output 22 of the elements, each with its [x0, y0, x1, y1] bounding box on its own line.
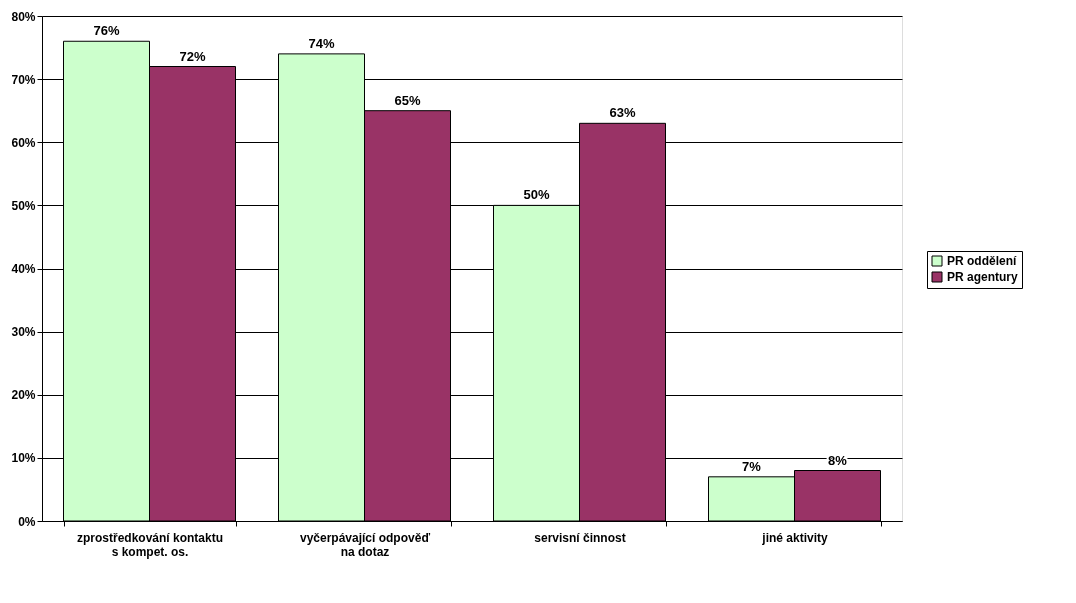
- x-tick-label: zprostředkování kontaktu s kompet. os.: [76, 530, 224, 559]
- data-label: 50%: [523, 187, 550, 203]
- x-tick-label: jiné aktivity: [761, 530, 828, 545]
- data-label: 7%: [742, 458, 762, 474]
- data-label: 63%: [609, 105, 636, 121]
- x-tick-label: servisní činnost: [534, 530, 626, 545]
- y-tick-label: 60%: [11, 135, 36, 150]
- data-label: 72%: [179, 48, 206, 64]
- y-tick-label: 40%: [11, 262, 36, 276]
- y-tick-label: 10%: [11, 451, 36, 466]
- data-label: 65%: [394, 92, 421, 108]
- data-label: 76%: [93, 23, 120, 39]
- data-label: 74%: [308, 35, 335, 51]
- y-tick-label: 30%: [11, 325, 36, 340]
- legend-label: PR oddělení: [947, 254, 1018, 268]
- y-tick-label: 70%: [11, 72, 36, 87]
- y-tick-label: 80%: [11, 9, 36, 24]
- x-tick-label: vyčerpávající odpověď na dotaz: [299, 530, 431, 559]
- y-tick-label: 50%: [11, 198, 36, 213]
- legend-label: PR agentury: [947, 270, 1019, 284]
- y-tick-label: 20%: [11, 388, 36, 403]
- y-tick-label: 0%: [18, 514, 36, 529]
